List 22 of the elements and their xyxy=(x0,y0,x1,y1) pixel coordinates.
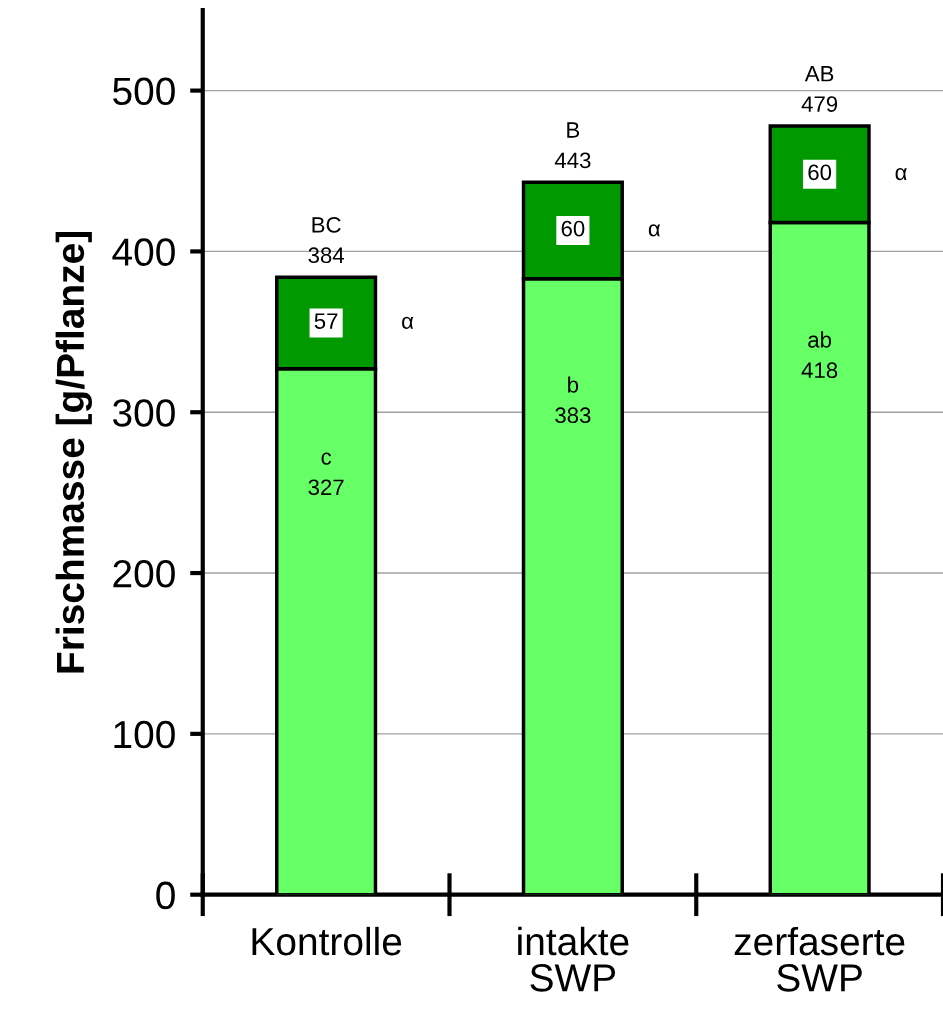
y-axis-title: Frischmasse [g/Pflanze] xyxy=(55,232,93,673)
total-label: AB 479 xyxy=(801,66,838,112)
y-tick-label: 300 xyxy=(112,399,175,427)
annotation: α xyxy=(648,224,661,237)
x-tick-label: zerfaserte SWP xyxy=(734,926,905,992)
total-label: BC 384 xyxy=(308,216,345,264)
y-tick-label: 200 xyxy=(113,559,175,588)
data-label: c 327 xyxy=(308,452,344,496)
annotation: α xyxy=(895,168,907,181)
y-tick-label: 500 xyxy=(113,77,175,106)
annotation: α xyxy=(402,316,414,329)
data-label: b 383 xyxy=(555,376,591,424)
data-label: 60 xyxy=(561,220,585,237)
y-tick-label: 100 xyxy=(114,720,175,749)
y-tick-label: 400 xyxy=(112,238,175,266)
data-label: 57 xyxy=(314,313,338,329)
y-tick-label: 0 xyxy=(156,881,175,910)
total-label: B 443 xyxy=(554,122,591,169)
data-label: ab 418 xyxy=(801,331,838,379)
x-tick-label: intakte SWP xyxy=(518,926,629,992)
x-tick-label: Kontrolle xyxy=(252,926,402,956)
data-label: 60 xyxy=(808,164,832,181)
